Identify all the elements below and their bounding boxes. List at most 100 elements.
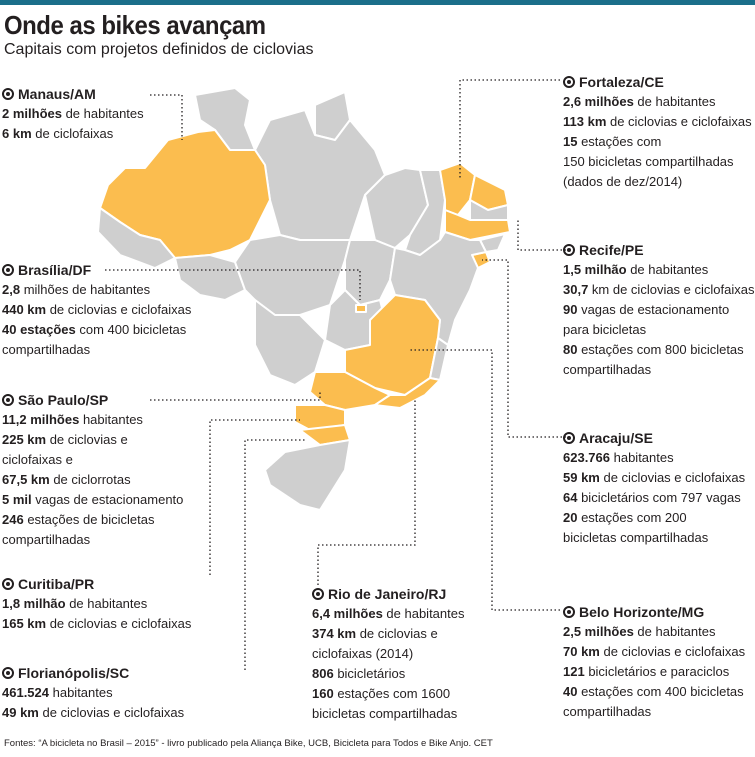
city-stat-line: 1,8 milhão de habitantes bbox=[2, 594, 191, 614]
stat-text: de habitantes bbox=[61, 106, 144, 121]
city-stat-line: 374 km de ciclovias e bbox=[312, 624, 465, 644]
stat-value: 90 bbox=[563, 302, 578, 317]
stat-value: 440 km bbox=[2, 302, 47, 317]
stat-value: 165 km bbox=[2, 616, 47, 631]
stat-text: de habitantes bbox=[382, 606, 465, 621]
city-name: Rio de Janeiro/RJ bbox=[328, 586, 447, 602]
stat-value: 80 bbox=[563, 342, 578, 357]
stat-value: 6 km bbox=[2, 126, 32, 141]
stat-value: 623.766 bbox=[563, 450, 610, 465]
location-marker-icon bbox=[2, 88, 14, 100]
location-marker-icon bbox=[563, 432, 575, 444]
city-name: Curitiba/PR bbox=[18, 576, 95, 592]
state-ce bbox=[439, 162, 476, 216]
state-mt bbox=[234, 234, 351, 316]
city-recife: Recife/PE 1,5 milhão de habitantes 30,7 km… bbox=[563, 240, 754, 380]
city-stat-line: 2 milhões de habitantes bbox=[2, 104, 144, 124]
city-stat-line: 623.766 habitantes bbox=[563, 448, 745, 468]
city-stat-line: 2,6 milhões de habitantes bbox=[563, 92, 752, 112]
city-stat-line: compartilhadas bbox=[563, 702, 745, 722]
city-name: Fortaleza/CE bbox=[579, 74, 664, 90]
city-fortaleza: Fortaleza/CE 2,6 milhões de habitantes 113… bbox=[563, 72, 752, 192]
stat-text: habitantes bbox=[79, 412, 143, 427]
stat-text: 150 bicicletas compartilhadas bbox=[563, 154, 734, 169]
page-title: Onde as bikes avançam bbox=[4, 10, 266, 40]
leader-lines bbox=[105, 79, 570, 670]
leader-saopaulo bbox=[150, 390, 321, 401]
stat-value: 1,5 milhão bbox=[563, 262, 627, 277]
stat-text: de habitantes bbox=[626, 262, 709, 277]
stat-text: compartilhadas bbox=[563, 362, 652, 377]
stat-text: ciclofaixas (2014) bbox=[312, 646, 414, 661]
leader-manaus bbox=[150, 94, 183, 140]
city-name: Belo Horizonte/MG bbox=[579, 604, 705, 620]
leader-belohorizonte bbox=[410, 349, 560, 611]
city-stat-line: 40 estações com 400 bicicletas bbox=[2, 320, 191, 340]
stat-value: 11,2 milhões bbox=[2, 412, 80, 427]
stat-text: estações com 1600 bbox=[333, 686, 451, 701]
stat-text: (dados de dez/2014) bbox=[563, 174, 683, 189]
stat-value: 461.524 bbox=[2, 685, 49, 700]
location-marker-icon bbox=[2, 394, 14, 406]
city-header: Rio de Janeiro/RJ bbox=[312, 584, 465, 604]
state-df bbox=[355, 304, 367, 313]
leader-curitiba bbox=[209, 419, 300, 575]
stat-value: 64 bbox=[563, 490, 578, 505]
location-marker-icon bbox=[2, 667, 14, 679]
stat-text: de ciclovias e bbox=[46, 432, 128, 447]
stat-text: km de ciclovias e ciclofaixas bbox=[588, 282, 755, 297]
stat-text: bicicletas compartilhadas bbox=[563, 530, 709, 545]
stat-text: milhões de habitantes bbox=[20, 282, 151, 297]
stat-value: 160 bbox=[312, 686, 334, 701]
stat-text: de habitantes bbox=[633, 94, 716, 109]
leader-fortaleza bbox=[459, 79, 560, 180]
location-marker-icon bbox=[563, 76, 575, 88]
stat-text: bicicletários bbox=[333, 666, 406, 681]
stat-value: 2 milhões bbox=[2, 106, 62, 121]
stat-text: bicicletários com 797 vagas bbox=[577, 490, 741, 505]
city-stat-line: 11,2 milhões habitantes bbox=[2, 410, 183, 430]
city-stat-line: 246 estações de bicicletas bbox=[2, 510, 183, 530]
states-layer bbox=[97, 87, 511, 511]
city-stat-line: 6 km de ciclofaixas bbox=[2, 124, 144, 144]
stat-text: de habitantes bbox=[65, 596, 148, 611]
stat-text: com 400 bicicletas bbox=[75, 322, 187, 337]
stat-value: 67,5 km bbox=[2, 472, 50, 487]
state-to bbox=[344, 239, 396, 306]
city-stat-line: 2,5 milhões de habitantes bbox=[563, 622, 745, 642]
stat-text: compartilhadas bbox=[563, 704, 652, 719]
stat-value: 40 estações bbox=[2, 322, 76, 337]
leader-riodejaneiro bbox=[317, 400, 416, 585]
stat-text: estações com 400 bicicletas bbox=[577, 684, 744, 699]
location-marker-icon bbox=[312, 588, 324, 600]
city-stat-line: (dados de dez/2014) bbox=[563, 172, 752, 192]
stat-text: de ciclovias e ciclofaixas bbox=[38, 705, 185, 720]
city-stat-line: 30,7 km de ciclovias e ciclofaixas bbox=[563, 280, 754, 300]
stat-text: habitantes bbox=[610, 450, 674, 465]
city-header: Brasília/DF bbox=[2, 260, 191, 280]
city-stat-line: 461.524 habitantes bbox=[2, 683, 184, 703]
stat-value: 121 bbox=[563, 664, 585, 679]
state-rs bbox=[264, 439, 351, 511]
city-stat-line: 150 bicicletas compartilhadas bbox=[563, 152, 752, 172]
stat-text: de ciclovias e ciclofaixas bbox=[599, 470, 746, 485]
city-stat-line: 225 km de ciclovias e bbox=[2, 430, 183, 450]
city-stat-line: 113 km de ciclovias e ciclofaixas bbox=[563, 112, 752, 132]
city-aracaju: Aracaju/SE 623.766 habitantes 59 km de cic… bbox=[563, 428, 745, 548]
stat-text: vagas de estacionamento bbox=[577, 302, 730, 317]
stat-text: de ciclovias e bbox=[356, 626, 438, 641]
stat-text: estações com 800 bicicletas bbox=[577, 342, 744, 357]
city-stat-line: compartilhadas bbox=[2, 340, 191, 360]
city-stat-line: 90 vagas de estacionamento bbox=[563, 300, 754, 320]
city-stat-line: bicicletas compartilhadas bbox=[563, 528, 745, 548]
city-stat-line: 49 km de ciclovias e ciclofaixas bbox=[2, 703, 184, 723]
stat-text: de ciclofaixas bbox=[31, 126, 114, 141]
stat-text: compartilhadas bbox=[2, 532, 91, 547]
stat-value: 15 bbox=[563, 134, 578, 149]
stat-value: 1,8 milhão bbox=[2, 596, 66, 611]
city-name: São Paulo/SP bbox=[18, 392, 109, 408]
stat-value: 59 km bbox=[563, 470, 600, 485]
city-header: Fortaleza/CE bbox=[563, 72, 752, 92]
city-name: Recife/PE bbox=[579, 242, 644, 258]
stat-text: de ciclovias e ciclofaixas bbox=[46, 302, 192, 317]
